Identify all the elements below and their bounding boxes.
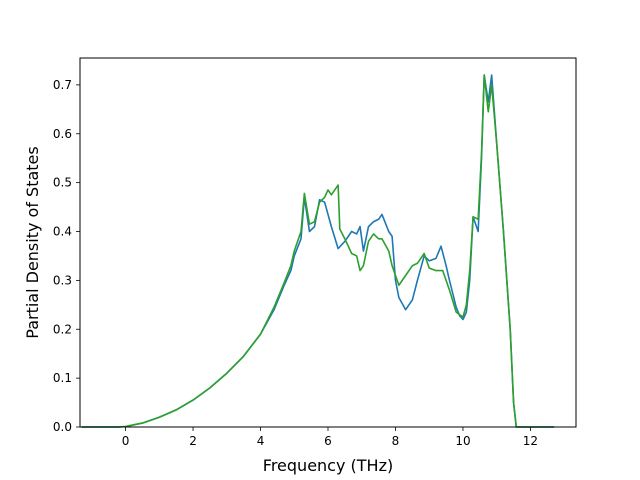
y-tick-label: 0.4	[53, 225, 72, 239]
x-tick-label: 10	[455, 434, 470, 448]
y-axis-label: Partial Density of States	[23, 146, 42, 338]
y-tick-label: 0.3	[53, 273, 72, 287]
y-tick-label: 0.0	[53, 420, 72, 434]
x-tick-label: 4	[257, 434, 265, 448]
x-tick-label: 6	[324, 434, 332, 448]
x-axis-ticks: 0 2 4 6 8 10 12	[122, 427, 538, 448]
y-tick-label: 0.6	[53, 127, 72, 141]
x-tick-label: 2	[189, 434, 197, 448]
x-axis-label: Frequency (THz)	[263, 456, 393, 475]
series-line-2	[81, 74, 555, 428]
y-tick-label: 0.7	[53, 78, 72, 92]
y-axis-ticks: 0.0 0.1 0.2 0.3 0.4 0.5 0.6 0.7	[53, 78, 80, 434]
x-tick-label: 0	[122, 434, 130, 448]
series-layer	[81, 74, 555, 428]
y-tick-label: 0.2	[53, 322, 72, 336]
y-tick-label: 0.5	[53, 176, 72, 190]
x-tick-label: 12	[523, 434, 538, 448]
y-tick-label: 0.1	[53, 371, 72, 385]
x-tick-label: 8	[392, 434, 400, 448]
